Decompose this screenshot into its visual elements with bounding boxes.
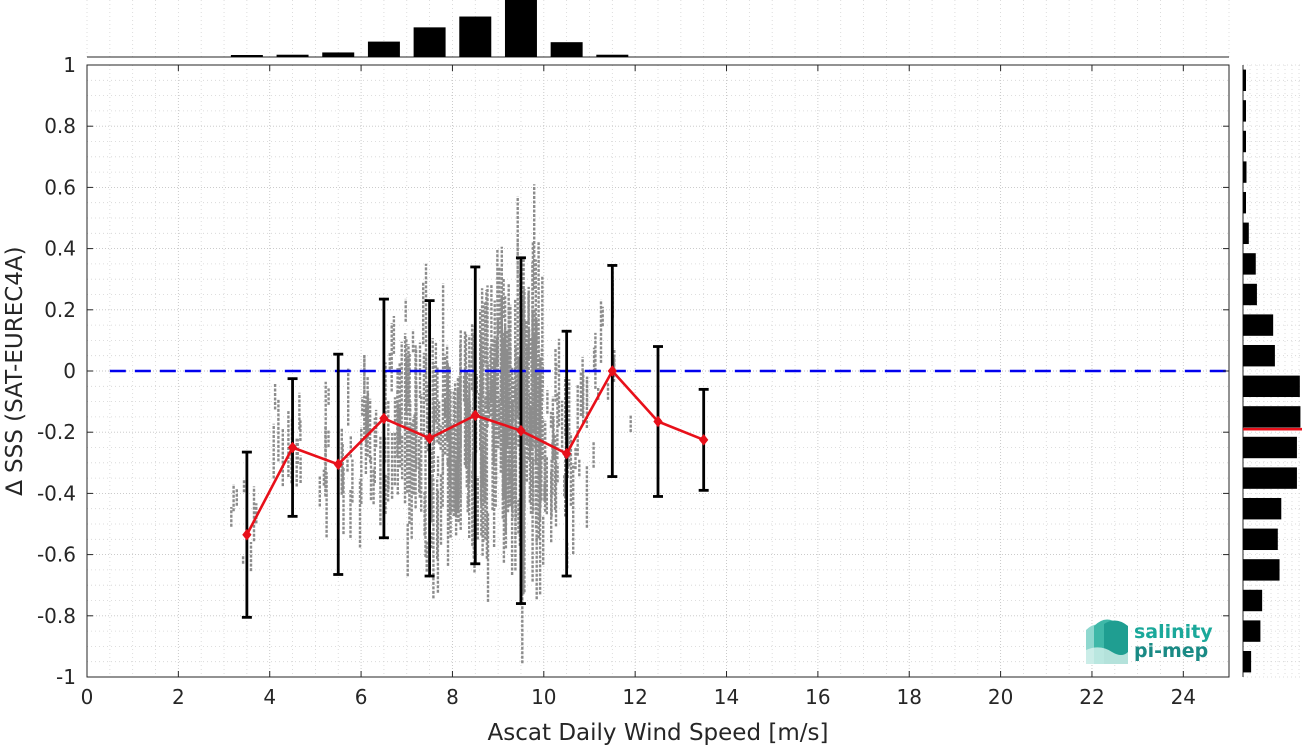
right-histogram-bar bbox=[1243, 222, 1249, 245]
x-tick-label: 20 bbox=[988, 685, 1013, 709]
top-histogram-bar bbox=[596, 54, 629, 57]
top-histogram-bar bbox=[322, 52, 355, 57]
top-histogram-bar bbox=[276, 54, 309, 57]
logo-line-2: pi-mep bbox=[1134, 640, 1208, 662]
x-tick-label: 10 bbox=[531, 685, 556, 709]
scatter-points bbox=[230, 184, 632, 664]
right-histogram-bar bbox=[1243, 620, 1261, 642]
bin-mean-marker bbox=[607, 365, 617, 377]
right-histogram-bar bbox=[1243, 161, 1247, 183]
y-tick-label: -0.6 bbox=[37, 543, 76, 567]
y-tick-label: 0.4 bbox=[44, 237, 76, 261]
right-histogram-bar bbox=[1243, 191, 1246, 214]
bin-mean-marker bbox=[424, 432, 435, 445]
x-tick-label: 2 bbox=[172, 685, 185, 709]
x-axis-label: Ascat Daily Wind Speed [m/s] bbox=[488, 720, 829, 746]
main-plot-area: 0 2 4 6 8 10 12 14 16 18 20 22 24 -1-0.8-0.6-0.4-0.2… bbox=[37, 53, 1230, 709]
right-histogram-bar bbox=[1243, 528, 1278, 551]
x-tick-label: 8 bbox=[446, 685, 459, 709]
y-tick-label: -0.8 bbox=[37, 604, 76, 628]
bin-mean-marker bbox=[470, 409, 480, 422]
right-histogram bbox=[1242, 64, 1302, 678]
x-tick-label: 22 bbox=[1079, 685, 1104, 709]
salinity-pi-mep-logo: salinity pi-mep bbox=[1086, 619, 1213, 664]
x-tick-label: 12 bbox=[622, 685, 647, 709]
x-tick-label: 6 bbox=[355, 685, 368, 709]
top-histogram-bar bbox=[504, 0, 537, 57]
top-histogram-bar bbox=[459, 16, 492, 58]
bin-mean-marker bbox=[333, 458, 343, 471]
y-tick-label: -1 bbox=[56, 665, 76, 689]
right-histogram-bar bbox=[1243, 650, 1252, 673]
right-histogram-bar bbox=[1243, 69, 1246, 92]
y-tick-label: 0.6 bbox=[44, 175, 76, 199]
x-tick-label: 16 bbox=[805, 685, 830, 709]
bin-mean-marker bbox=[699, 434, 709, 446]
right-histogram-bar bbox=[1243, 406, 1301, 428]
top-histogram-bar bbox=[550, 42, 583, 57]
wave-logo-icon bbox=[1086, 619, 1128, 664]
right-histogram-bar bbox=[1243, 589, 1263, 612]
x-tick-label: 14 bbox=[714, 685, 739, 709]
y-axis-label: ∆ SSS (SAT-EUREC4A) bbox=[2, 246, 28, 496]
y-tick-label: 0 bbox=[63, 359, 76, 383]
top-histogram bbox=[86, 0, 1230, 58]
y-tick-label: -0.4 bbox=[37, 481, 76, 505]
right-histogram-bar bbox=[1243, 497, 1282, 520]
right-histogram-bar bbox=[1243, 375, 1300, 398]
x-tick-label: 4 bbox=[263, 685, 276, 709]
right-histogram-bar bbox=[1243, 253, 1256, 275]
logo-line-1: salinity bbox=[1134, 621, 1213, 643]
right-histogram-bar bbox=[1243, 130, 1246, 153]
top-histogram-bar bbox=[367, 41, 400, 57]
x-tick-label: 18 bbox=[897, 685, 922, 709]
bin-mean-marker bbox=[242, 528, 252, 541]
bin-mean-marker bbox=[287, 441, 298, 454]
y-tick-label: 0.8 bbox=[44, 114, 76, 138]
bin-mean-marker bbox=[653, 415, 663, 428]
top-histogram-bar bbox=[413, 27, 446, 57]
right-histogram-bar bbox=[1243, 314, 1274, 336]
bin-mean-marker bbox=[379, 412, 389, 425]
bin-mean-marker bbox=[561, 447, 572, 460]
top-histogram-bar bbox=[230, 55, 263, 57]
right-histogram-bar bbox=[1243, 467, 1297, 489]
right-histogram-bar bbox=[1243, 283, 1257, 306]
y-tick-label: 0.2 bbox=[44, 298, 76, 322]
bin-mean-marker bbox=[516, 424, 526, 437]
x-tick-label: 24 bbox=[1171, 685, 1196, 709]
y-tick-label: -0.2 bbox=[37, 420, 76, 444]
right-histogram-bar bbox=[1243, 100, 1246, 122]
right-histogram-bar bbox=[1243, 436, 1297, 459]
right-histogram-bar bbox=[1243, 344, 1275, 367]
right-histogram-bar bbox=[1243, 559, 1280, 581]
y-tick-label: 1 bbox=[63, 53, 76, 77]
scatter-streaks bbox=[230, 184, 632, 664]
x-tick-label: 0 bbox=[81, 685, 94, 709]
